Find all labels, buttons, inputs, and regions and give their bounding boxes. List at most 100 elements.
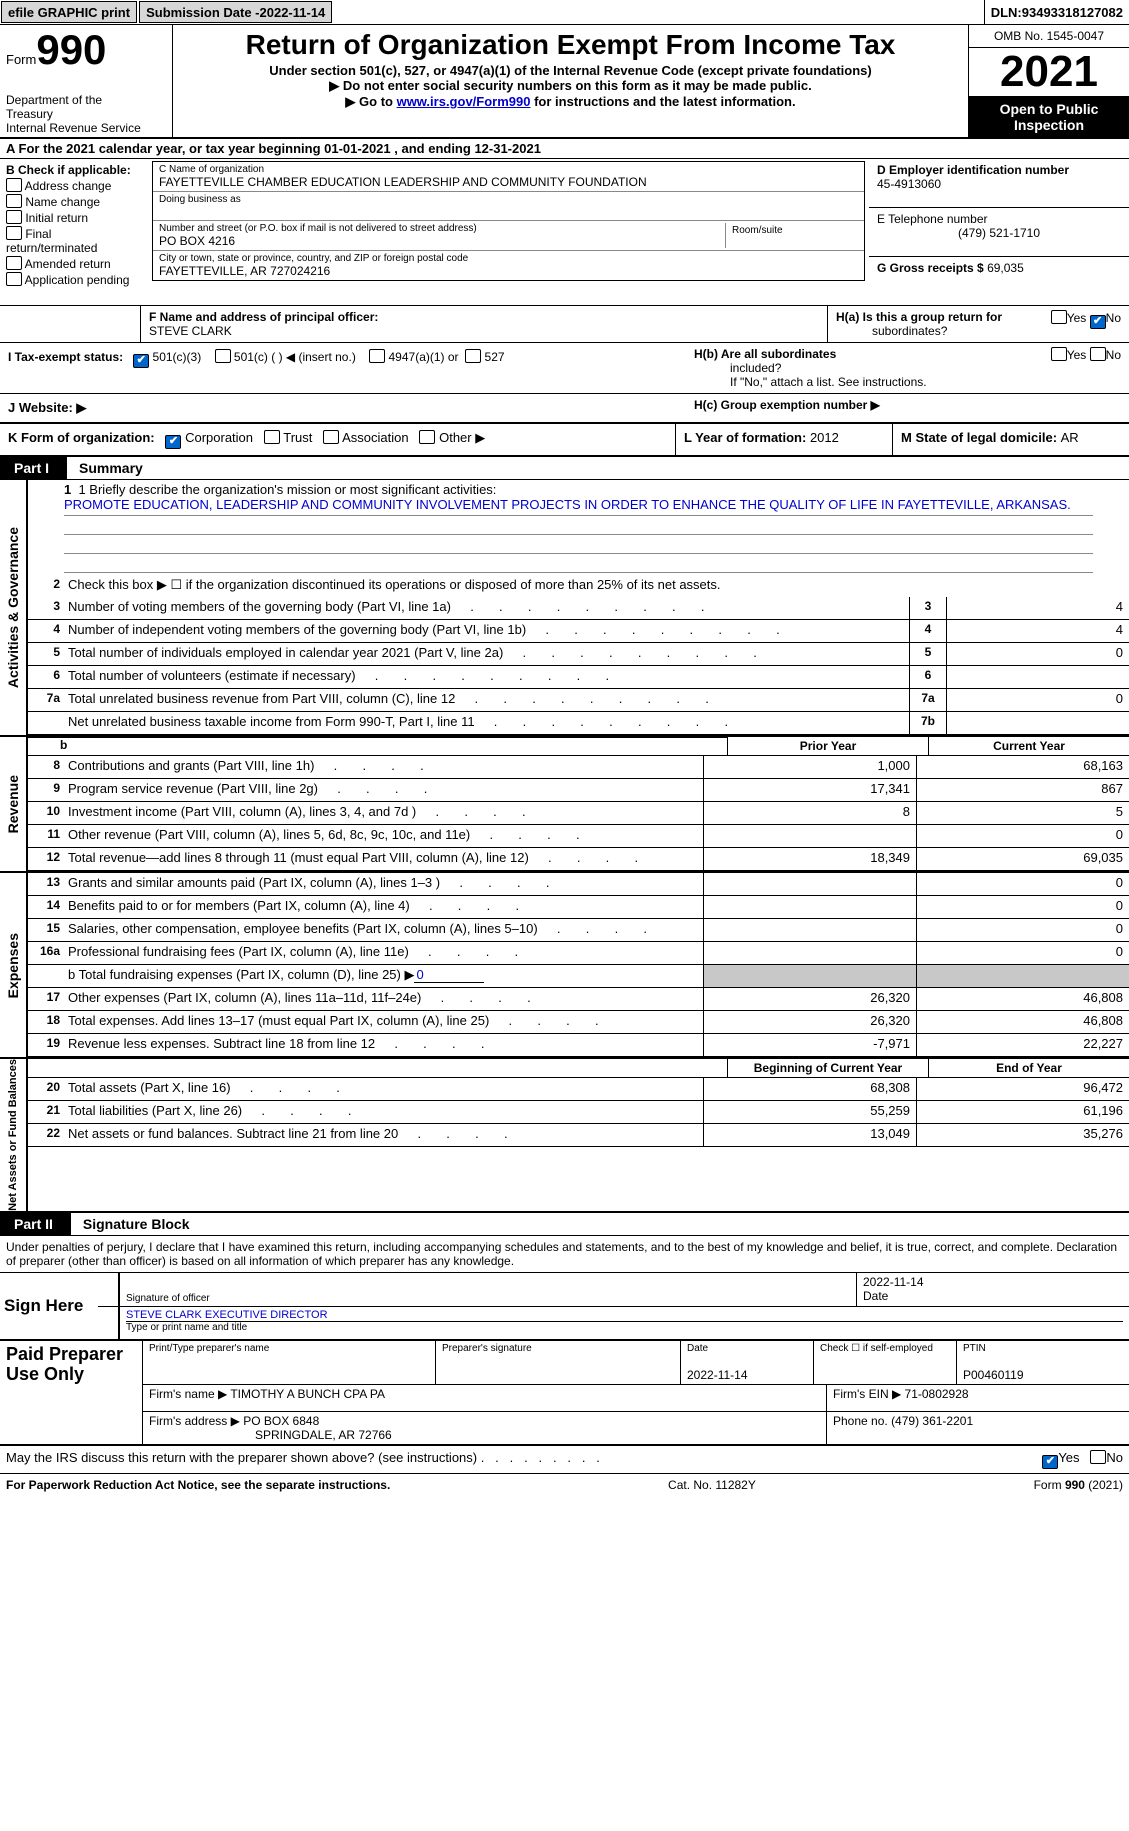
hb-1: H(b) Are all subordinates [694, 347, 836, 361]
mission-blank-1 [64, 516, 1093, 535]
ha-no-chk[interactable]: ✔ [1090, 315, 1106, 329]
ha-1: H(a) Is this a group return for [836, 310, 1002, 324]
hb-no-chk[interactable] [1090, 347, 1106, 361]
chk-trust[interactable] [264, 430, 280, 444]
line-7b: Net unrelated business taxable income fr… [28, 712, 1129, 735]
part1-expenses: Expenses 13Grants and similar amounts pa… [0, 873, 1129, 1059]
section-b: B Check if applicable: Address change Na… [0, 159, 152, 305]
line-19: 19Revenue less expenses. Subtract line 1… [28, 1034, 1129, 1057]
col-prior-year: Prior Year [727, 737, 928, 755]
discuss-yes-chk[interactable]: ✔ [1042, 1455, 1058, 1469]
submission-date-label: Submission Date - [146, 5, 259, 20]
chk-address-change[interactable]: Address change [6, 178, 146, 193]
gross-label: G Gross receipts $ [877, 261, 987, 275]
header-sub2: Do not enter social security numbers on … [181, 78, 960, 94]
chk-assoc[interactable] [323, 430, 339, 444]
l16b-pre: b Total fundraising expenses (Part IX, c… [68, 967, 414, 982]
form-990-page: efile GRAPHIC print Submission Date - 20… [0, 0, 1129, 1496]
line-16b: b Total fundraising expenses (Part IX, c… [28, 965, 1129, 988]
mission-blank-2 [64, 535, 1093, 554]
c-addr-label: Number and street (or P.O. box if mail i… [159, 223, 725, 234]
chk-name-change[interactable]: Name change [6, 194, 146, 209]
signature-date-cell: 2022-11-14 Date [856, 1273, 1129, 1306]
org-address: PO BOX 4216 [159, 234, 725, 248]
chk-other[interactable] [419, 430, 435, 444]
footer-mid: Cat. No. 11282Y [390, 1478, 1033, 1492]
ha-yes-chk[interactable] [1051, 310, 1067, 324]
ha-yes: Yes [1067, 311, 1087, 325]
line-4: 4Number of independent voting members of… [28, 620, 1129, 643]
chk-final-return[interactable]: Final return/terminated [6, 226, 146, 255]
section-m: M State of legal domicile: AR [892, 424, 1129, 455]
section-a: A For the 2021 calendar year, or tax yea… [0, 139, 1129, 159]
inspect-2: Inspection [969, 117, 1129, 133]
line-16a: 16aProfessional fundraising fees (Part I… [28, 942, 1129, 965]
chk-4947[interactable] [369, 349, 385, 363]
k-label: K Form of organization: [8, 430, 155, 445]
form-header: Form990 Department of the Treasury Inter… [0, 25, 1129, 139]
line-21: 21Total liabilities (Part X, line 26) . … [28, 1101, 1129, 1124]
chk-501c[interactable] [215, 349, 231, 363]
i-opt-2: 4947(a)(1) or [389, 350, 459, 364]
header-mid: Return of Organization Exempt From Incom… [173, 25, 969, 137]
b-item-1: Name change [25, 195, 100, 209]
firm-name-label: Firm's name ▶ [149, 1387, 230, 1401]
a-end: 12-31-2021 [474, 141, 541, 156]
vlabel-na: Net Assets or Fund Balances [7, 1059, 19, 1211]
firm-addr-label: Firm's address ▶ [149, 1414, 243, 1428]
i-opt-0: 501(c)(3) [153, 350, 202, 364]
paid-preparer-block: Paid Preparer Use Only Print/Type prepar… [0, 1341, 1129, 1446]
tel-value: (479) 521-1710 [877, 226, 1121, 240]
signature-intro: Under penalties of perjury, I declare th… [0, 1236, 1129, 1273]
chk-amended[interactable]: Amended return [6, 256, 146, 271]
j-hc-row: J Website: ▶ H(c) Group exemption number… [0, 394, 1129, 424]
footer-left: For Paperwork Reduction Act Notice, see … [6, 1478, 390, 1492]
dept-line-1: Department of the [6, 93, 166, 107]
chk-initial-return[interactable]: Initial return [6, 210, 146, 225]
type-name-label: Type or print name and title [126, 1322, 1123, 1333]
k-opt-2: Association [342, 430, 408, 445]
open-to-public: Open to Public Inspection [969, 97, 1129, 137]
line-5: 5Total number of individuals employed in… [28, 643, 1129, 666]
discuss-no-chk[interactable] [1090, 1450, 1106, 1464]
sig-officer-label: Signature of officer [126, 1293, 850, 1304]
discuss-no: No [1106, 1450, 1123, 1465]
part-2-tab: Part II [0, 1213, 71, 1235]
efile-print-button[interactable]: efile GRAPHIC print [1, 1, 137, 23]
phone-value: (479) 361-2201 [891, 1414, 973, 1428]
prep-row-3: Firm's address ▶ PO BOX 6848 SPRINGDALE,… [143, 1412, 1129, 1444]
submission-date-button[interactable]: Submission Date - 2022-11-14 [139, 1, 332, 23]
part1-net-assets: Net Assets or Fund Balances Beginning of… [0, 1059, 1129, 1213]
hb-yes-chk[interactable] [1051, 347, 1067, 361]
footer-right-pre: Form [1034, 1478, 1065, 1492]
l16b-cy [916, 965, 1129, 987]
m-value: AR [1061, 430, 1079, 445]
ein-value: 45-4913060 [877, 177, 1121, 191]
chk-app-pending[interactable]: Application pending [6, 272, 146, 287]
chk-corp[interactable]: ✔ [165, 435, 181, 449]
sign-here-block: Sign Here Signature of officer 2022-11-1… [0, 1273, 1129, 1341]
c-dba-label: Doing business as [159, 194, 858, 205]
k-opt-1: Trust [283, 430, 312, 445]
irs-form990-link[interactable]: www.irs.gov/Form990 [397, 94, 531, 109]
line-12: 12Total revenue—add lines 8 through 11 (… [28, 848, 1129, 871]
discuss-dots: . . . . . . . . . [477, 1450, 1042, 1469]
ptin-label: PTIN [963, 1343, 1123, 1354]
chk-501c3[interactable]: ✔ [133, 354, 149, 368]
dept-line-2: Treasury [6, 107, 166, 121]
l16b-val: 0 [414, 967, 483, 983]
dln-value: 93493318127082 [1022, 5, 1123, 20]
l2-text: Check this box ▶ ☐ if the organization d… [64, 575, 1129, 597]
k-l-m-row: K Form of organization: ✔ Corporation Tr… [0, 424, 1129, 457]
discuss-yes: Yes [1058, 1450, 1079, 1465]
submission-date-value: 2022-11-14 [260, 5, 326, 20]
print-name-label: Print/Type preparer's name [149, 1343, 429, 1354]
firm-addr-2: SPRINGDALE, AR 72766 [149, 1428, 392, 1442]
part-1-header: Part I Summary [0, 457, 1129, 480]
a-prefix: A For the 2021 calendar year, or tax yea… [6, 141, 324, 156]
k-opt-0: Corporation [185, 430, 253, 445]
line-15: 15Salaries, other compensation, employee… [28, 919, 1129, 942]
header-sub3: Go to www.irs.gov/Form990 for instructio… [181, 94, 960, 110]
signature-of-officer: Signature of officer [120, 1273, 856, 1306]
chk-527[interactable] [465, 349, 481, 363]
